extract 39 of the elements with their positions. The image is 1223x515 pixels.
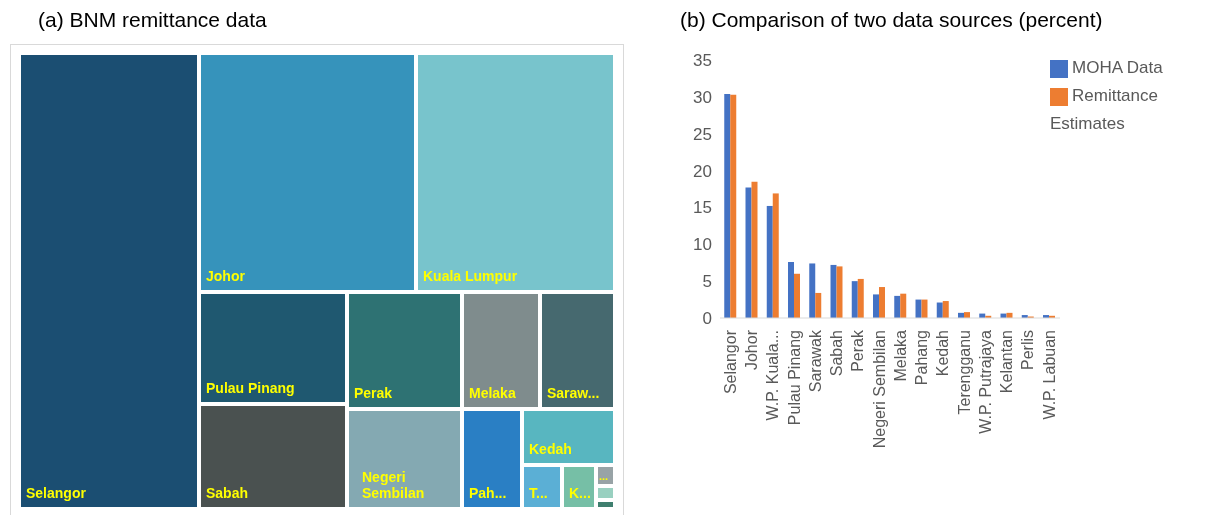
- y-tick-label: 0: [702, 309, 712, 329]
- x-tick-label: Selangor: [721, 329, 739, 395]
- y-tick-label: 30: [693, 87, 712, 107]
- category-label: Sabah: [206, 485, 249, 501]
- category-label: Pah...: [469, 485, 507, 501]
- x-tick-label: Terengganu: [955, 330, 973, 415]
- category-label: T...: [529, 485, 548, 501]
- text: (a) BNM remittance data: [37, 8, 268, 33]
- x-tick-label: Pahang: [913, 330, 931, 386]
- x-tick-label: Kelantan: [998, 330, 1016, 394]
- x-tick-label: Perlis: [1019, 330, 1037, 371]
- y-tick-label: 25: [693, 124, 712, 144]
- x-tick-label: Negeri Sembilan: [870, 330, 888, 449]
- category-label: Johor: [206, 268, 246, 284]
- chart-title: (b) Comparison of two data sources (percent): [680, 8, 1104, 33]
- category-label: Kedah: [529, 441, 572, 457]
- category-label: Saraw...: [547, 385, 600, 401]
- category-label: Negeri Sembilan: [362, 469, 425, 501]
- x-tick-label: Pulau Pinang: [785, 330, 803, 426]
- x-tick-label: Sarawak: [806, 329, 824, 393]
- y-tick-label: 10: [693, 235, 712, 255]
- x-tick-label: Melaka: [891, 329, 909, 382]
- y-tick-label: 20: [693, 161, 712, 181]
- x-tick-label: W.P. Kuala...: [764, 330, 782, 421]
- category-label: Selangor: [26, 485, 87, 501]
- y-tick-label: 5: [702, 272, 712, 292]
- x-tick-label: Sabah: [828, 330, 846, 377]
- x-tick-label: W.P. Labuan: [1040, 330, 1058, 420]
- legend-label: Remittance Estimates: [1050, 86, 1158, 133]
- category-label: K...: [569, 485, 591, 501]
- category-label: Kuala Lumpur: [423, 268, 518, 284]
- x-tick-label: Kedah: [934, 330, 952, 377]
- y-tick-label: 35: [693, 51, 712, 71]
- category-label: ...: [599, 470, 609, 482]
- x-tick-label: W.P. Putrajaya: [976, 329, 994, 434]
- y-tick-label: 15: [693, 198, 712, 218]
- x-tick-label: Johor: [743, 329, 761, 371]
- x-tick-label: Perak: [849, 329, 867, 372]
- legend-label: MOHA Data: [1072, 58, 1163, 77]
